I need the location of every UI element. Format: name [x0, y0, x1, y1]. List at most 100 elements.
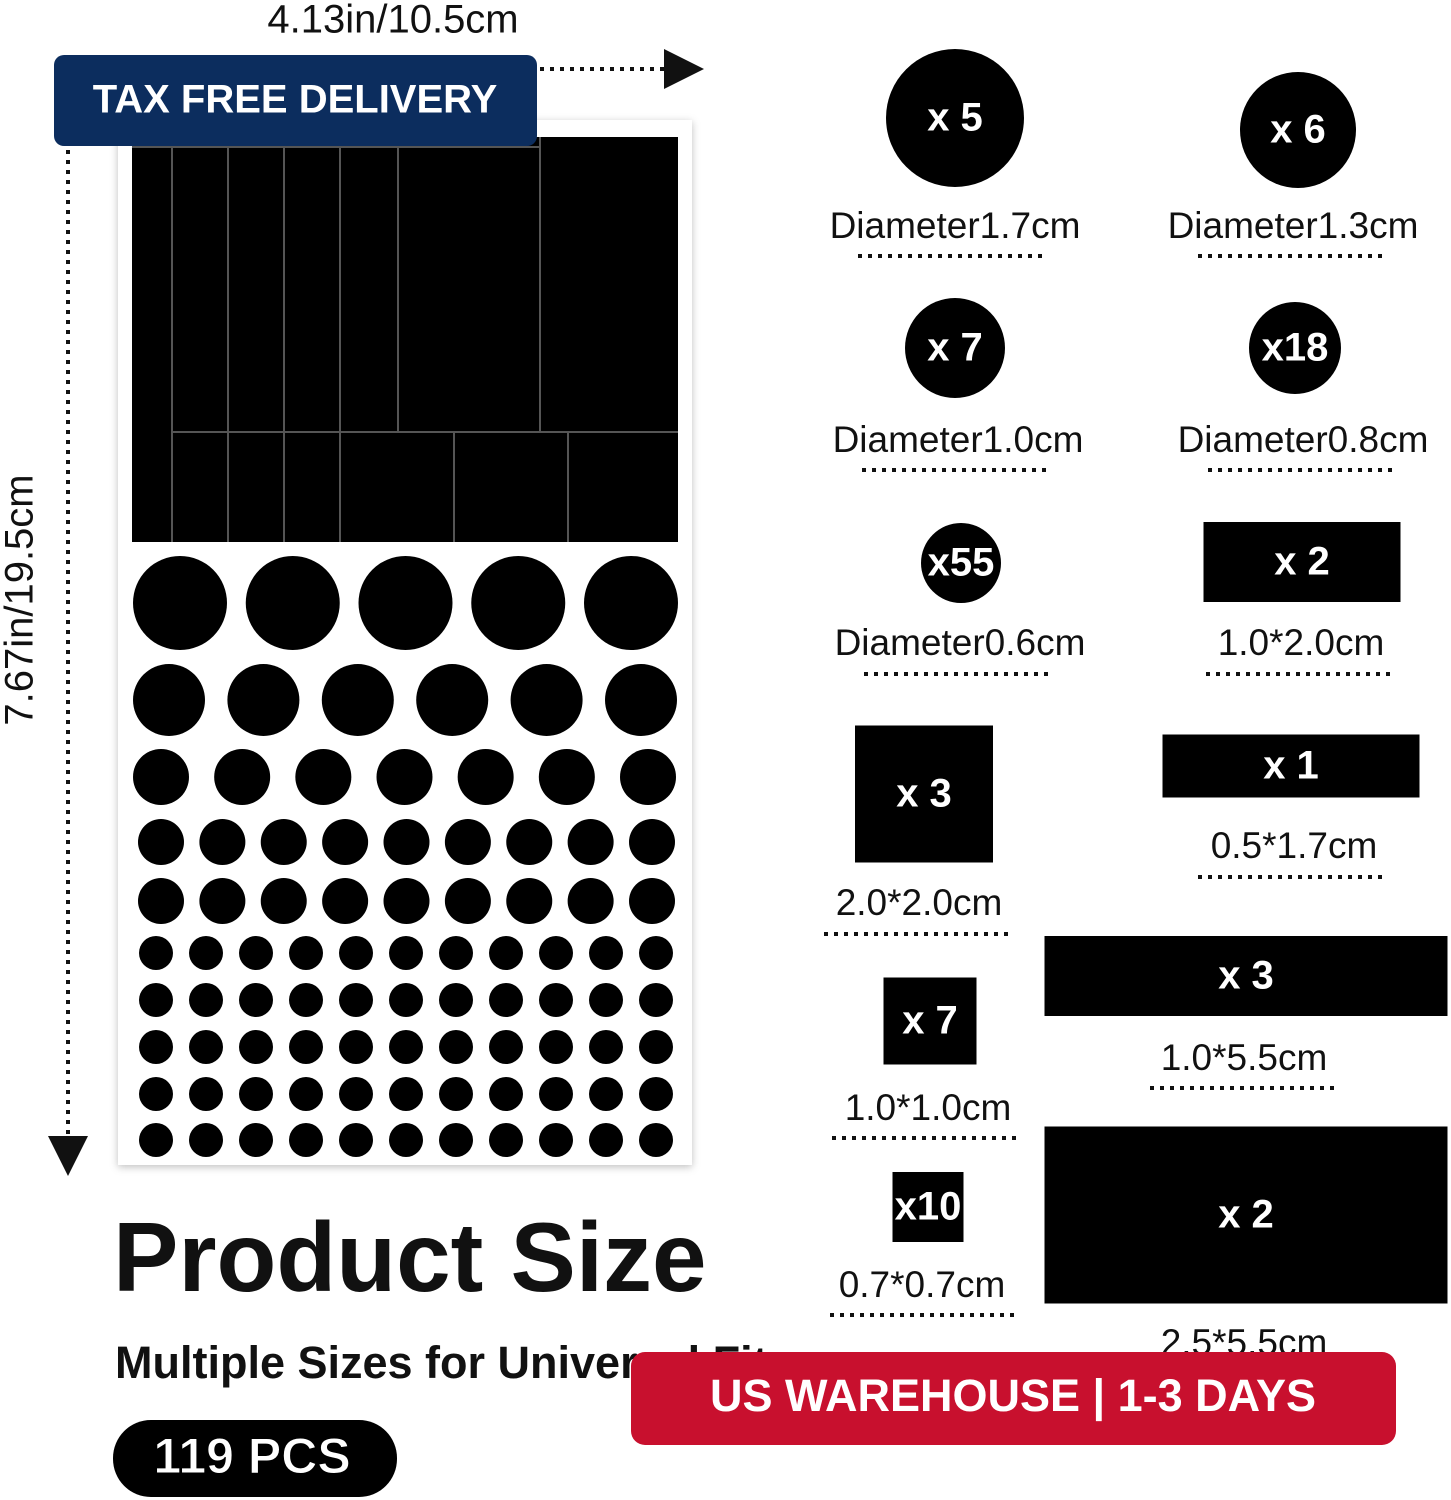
piece-count: x10	[895, 1185, 962, 1229]
sticker-dot	[589, 1030, 623, 1064]
sticker-dot	[189, 1123, 223, 1157]
sticker-shape	[1249, 302, 1341, 394]
piece-size: 0.7*0.7cm	[839, 1264, 1006, 1305]
sticker-dot	[439, 1123, 473, 1157]
piece-size: 0.5*1.7cm	[1211, 825, 1378, 866]
badge-bg	[631, 1352, 1396, 1445]
sticker-shape	[921, 523, 1001, 603]
sticker-dot	[489, 983, 523, 1017]
sticker-dot	[489, 936, 523, 970]
sticker-shape	[1162, 734, 1420, 798]
sticker-shape	[855, 725, 993, 863]
piece-size: Diameter0.8cm	[1178, 419, 1429, 460]
piece-count: x 3	[896, 772, 952, 816]
sticker-dot	[376, 749, 433, 805]
sticker-dot	[189, 936, 223, 970]
sticker-dot	[457, 749, 514, 805]
sticker-dot	[245, 556, 340, 650]
sticker-dot	[506, 878, 553, 924]
sticker-dot	[538, 749, 595, 805]
sticker-dot	[389, 1077, 423, 1111]
sticker-dot	[289, 983, 323, 1017]
sticker-dot	[139, 1077, 173, 1111]
sticker-dot	[389, 1030, 423, 1064]
sticker-dot	[139, 1123, 173, 1157]
sticker-dot	[489, 1030, 523, 1064]
bottom-badge: US WAREHOUSE | 1-3 DAYS	[710, 1370, 1316, 1422]
total-count: 119 PCS	[153, 1428, 350, 1484]
sticker-dot	[133, 749, 189, 805]
sticker-dot	[439, 1030, 473, 1064]
badge-bg	[54, 55, 537, 146]
sticker-dot	[416, 664, 489, 736]
sticker-dot	[444, 819, 491, 865]
sticker-dot	[189, 983, 223, 1017]
sticker-dot	[620, 749, 676, 805]
piece-count: x 2	[1274, 540, 1330, 584]
sticker-dot	[639, 936, 673, 970]
piece-size: Diameter1.7cm	[830, 205, 1081, 246]
sticker-dot	[389, 983, 423, 1017]
sticker-dot	[489, 1077, 523, 1111]
sticker-dot	[589, 1077, 623, 1111]
sticker-dot	[199, 819, 246, 865]
piece-count: x 5	[927, 96, 983, 140]
sticker-dot	[439, 936, 473, 970]
sticker-shape	[1044, 936, 1448, 1016]
sticker-dot	[389, 1123, 423, 1157]
sticker-dot	[539, 936, 573, 970]
sticker-dot	[489, 1123, 523, 1157]
piece-count: x 3	[1218, 954, 1274, 998]
sticker-dot	[289, 1030, 323, 1064]
sticker-dot	[639, 1123, 673, 1157]
title: Product Size	[113, 1202, 707, 1312]
sticker-dot	[471, 556, 566, 650]
sticker-dot	[239, 983, 273, 1017]
sticker-shape	[892, 1172, 964, 1242]
sticker-dot	[133, 556, 227, 650]
sticker-dot	[260, 819, 307, 865]
piece-size: 1.0*5.5cm	[1161, 1037, 1328, 1078]
sticker-dot	[138, 878, 184, 924]
sticker-dot	[189, 1077, 223, 1111]
sticker-dot	[567, 878, 614, 924]
sticker-dot	[539, 1123, 573, 1157]
sticker-dot	[139, 936, 173, 970]
sticker-dot	[389, 936, 423, 970]
sticker-dot	[639, 983, 673, 1017]
piece-count: x 2	[1218, 1193, 1274, 1237]
height-label: 7.67in/19.5cm	[0, 474, 42, 725]
sticker-dot	[239, 1123, 273, 1157]
sticker-dot	[339, 983, 373, 1017]
sticker-dot	[444, 878, 491, 924]
sticker-dot	[589, 983, 623, 1017]
sticker-dot	[138, 819, 184, 865]
sticker-dot	[139, 1030, 173, 1064]
width-label: 4.13in/10.5cm	[267, 0, 518, 42]
sticker-dot	[289, 1123, 323, 1157]
sticker-dot	[214, 749, 271, 805]
piece-count: x 7	[927, 326, 983, 370]
sticker-dot	[383, 819, 430, 865]
sticker-dot	[239, 936, 273, 970]
piece-size: Diameter1.0cm	[833, 419, 1084, 460]
sticker-dot	[589, 1123, 623, 1157]
sticker-dot	[139, 983, 173, 1017]
piece-count: x18	[1262, 326, 1329, 370]
sticker-shape	[1044, 1126, 1448, 1304]
sticker-dot	[339, 1123, 373, 1157]
piece-count: x 7	[902, 999, 958, 1043]
piece-count: x 1	[1263, 744, 1319, 788]
top-badge: TAX FREE DELIVERY	[93, 78, 498, 122]
sticker-shape	[883, 977, 977, 1065]
sticker-dot	[605, 664, 677, 736]
piece-size: 1.0*1.0cm	[845, 1087, 1012, 1128]
piece-count: x 6	[1270, 108, 1326, 152]
sticker-shape	[1240, 72, 1356, 188]
piece-size: Diameter0.6cm	[835, 622, 1086, 663]
sticker-dot	[358, 556, 453, 650]
sticker-dot	[629, 878, 675, 924]
sticker-dot	[189, 1030, 223, 1064]
sticker-dot	[239, 1077, 273, 1111]
